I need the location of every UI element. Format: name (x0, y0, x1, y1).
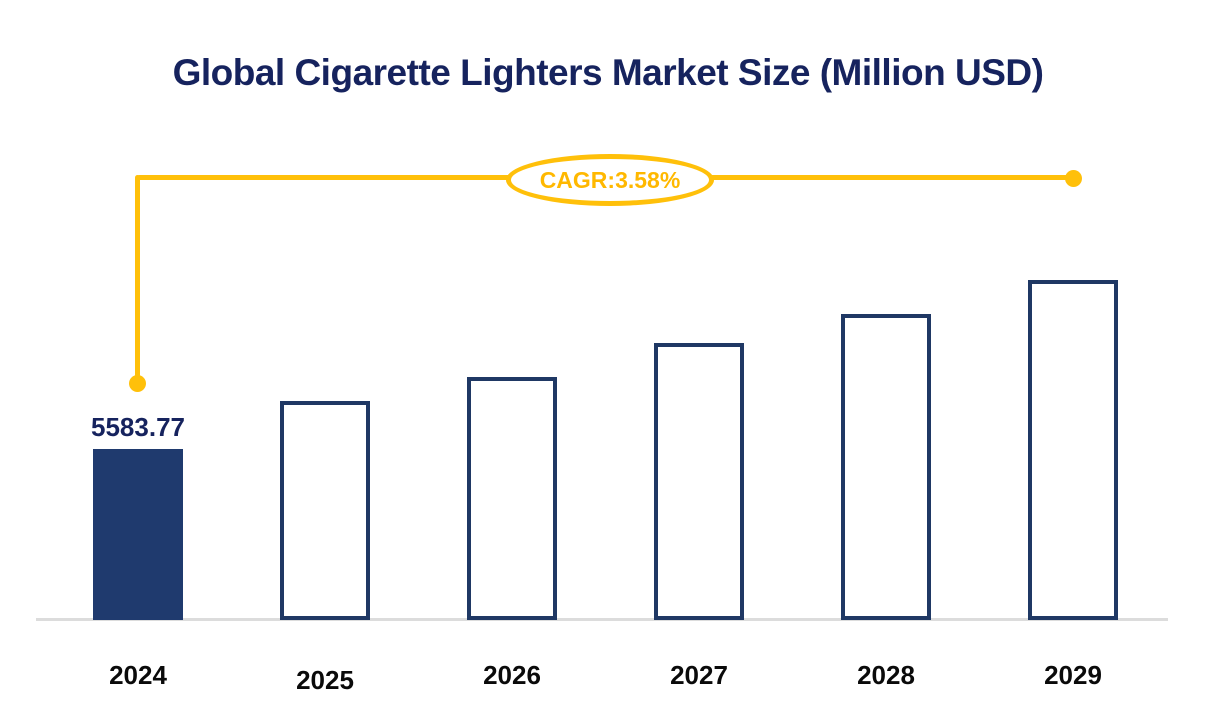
x-axis-label-2027: 2027 (670, 660, 728, 690)
bar-2028 (841, 314, 931, 620)
chart-title: Global Cigarette Lighters Market Size (M… (172, 52, 1044, 93)
bar-2027 (654, 343, 744, 620)
bar-2029 (1028, 280, 1118, 620)
cagr-connector-dot-2029 (1065, 170, 1082, 187)
x-axis-line (36, 618, 1168, 621)
cagr-connector-vertical-line (135, 175, 140, 383)
cagr-connector-dot-2024 (129, 375, 146, 392)
cagr-badge: CAGR:3.58% (506, 154, 714, 206)
bar-2025 (280, 401, 370, 620)
value-label-2024: 5583.77 (91, 412, 185, 442)
cagr-label: CAGR:3.58% (539, 166, 681, 193)
x-axis-label-2026: 2026 (483, 660, 541, 690)
bar-2026 (467, 377, 557, 620)
x-axis-label-2025: 2025 (296, 665, 354, 695)
bar-2024 (93, 449, 183, 620)
x-axis-label-2029: 2029 (1044, 660, 1102, 690)
x-axis-label-2028: 2028 (857, 660, 915, 690)
x-axis-label-2024: 2024 (109, 660, 167, 690)
